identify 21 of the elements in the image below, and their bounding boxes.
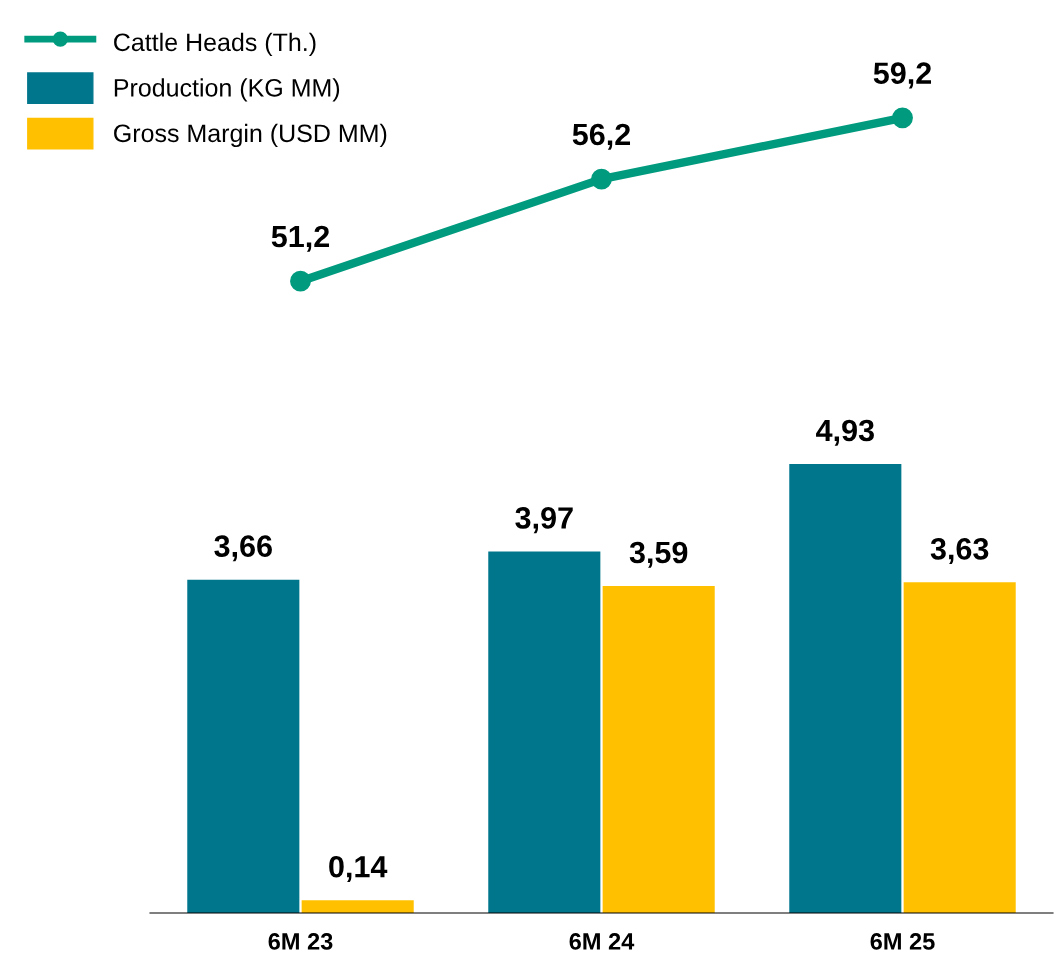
data-label: 56,2 — [572, 123, 631, 150]
x-tick-label: 6M 23 — [268, 933, 333, 950]
data-label: 3,97 — [515, 507, 573, 534]
data-label: 51,2 — [271, 225, 330, 252]
data-label: 3,59 — [629, 541, 688, 568]
legend-label: Gross Margin (USD MM) — [114, 123, 387, 148]
bar — [602, 586, 715, 913]
data-label: 0,14 — [329, 855, 388, 882]
bar — [488, 551, 601, 913]
data-label: 3,63 — [930, 538, 989, 565]
x-tick-label: 6M 24 — [569, 933, 635, 950]
legend-label: Cattle Heads (Th.) — [114, 32, 316, 57]
data-label: 3,66 — [214, 535, 272, 562]
bar — [301, 900, 414, 913]
legend-label: Production (KG MM) — [114, 78, 340, 102]
bar — [789, 463, 902, 913]
bar — [903, 582, 1016, 913]
bar — [187, 579, 300, 913]
data-label: 4,93 — [816, 419, 874, 446]
data-label: 59,2 — [873, 62, 932, 89]
x-tick-label: 6M 25 — [870, 933, 935, 950]
